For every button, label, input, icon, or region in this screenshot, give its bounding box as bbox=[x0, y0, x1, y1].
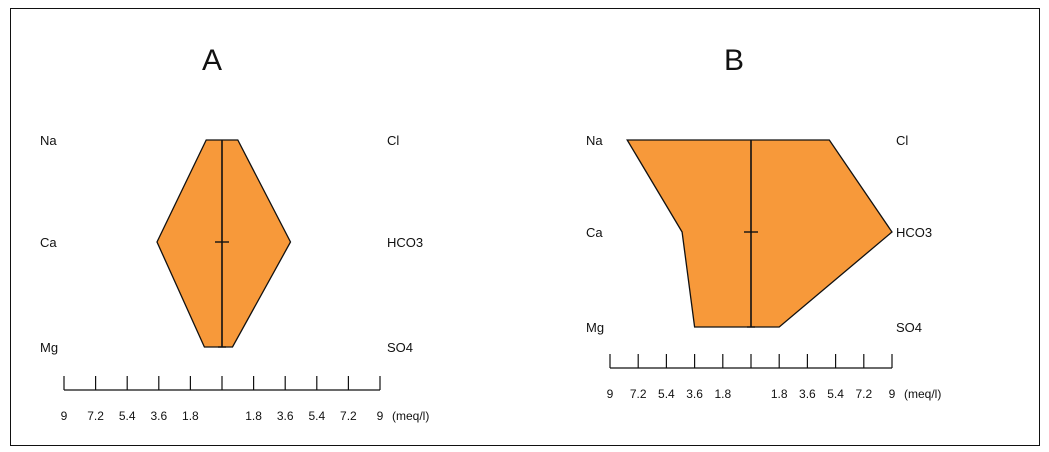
chart-b-scale-tick-label-10: 9 bbox=[889, 387, 896, 401]
chart-a-scale-tick-label-2: 5.4 bbox=[119, 409, 136, 423]
chart-b-scale-tick-label-8: 5.4 bbox=[827, 387, 844, 401]
chart-a-scale-tick-label-8: 5.4 bbox=[308, 409, 325, 423]
chart-a-scale-tick-label-6: 1.8 bbox=[245, 409, 262, 423]
chart-a-stiff-polygon bbox=[156, 139, 292, 348]
chart-a-scale-tick-label-0: 9 bbox=[61, 409, 68, 423]
chart-a-left-ion-label-mg: Mg bbox=[40, 340, 58, 355]
chart-b-stiff-polygon bbox=[626, 139, 893, 328]
chart-b-scale-tick-label-9: 7.2 bbox=[855, 387, 872, 401]
chart-a-right-ion-label-cl: Cl bbox=[387, 133, 399, 148]
chart-b-scale-tick-label-4: 1.8 bbox=[714, 387, 731, 401]
chart-a-title: A bbox=[202, 44, 222, 77]
chart-a-scale-tick-label-9: 7.2 bbox=[340, 409, 357, 423]
chart-a-left-ion-label-ca: Ca bbox=[40, 235, 57, 250]
chart-b-title: B bbox=[724, 44, 744, 77]
chart-a-left-ion-label-na: Na bbox=[40, 133, 57, 148]
chart-b-scale-tick-label-2: 5.4 bbox=[658, 387, 675, 401]
chart-b-left-ion-label-na: Na bbox=[586, 133, 603, 148]
chart-b-scale-tick-label-7: 3.6 bbox=[799, 387, 816, 401]
chart-b-scale-tick-label-0: 9 bbox=[607, 387, 614, 401]
chart-a-scale-tick-label-10: 9 bbox=[377, 409, 384, 423]
chart-a-right-ion-label-hco3: HCO3 bbox=[387, 235, 423, 250]
chart-a-scale-tick-label-1: 7.2 bbox=[87, 409, 104, 423]
chart-a-scale-tick-label-4: 1.8 bbox=[182, 409, 199, 423]
chart-b-left-ion-label-mg: Mg bbox=[586, 320, 604, 335]
chart-a-scale-unit-label: (meq/l) bbox=[392, 409, 429, 423]
chart-a-scale-tick-label-7: 3.6 bbox=[277, 409, 294, 423]
chart-a-right-ion-label-so4: SO4 bbox=[387, 340, 413, 355]
chart-b-right-ion-label-hco3: HCO3 bbox=[896, 225, 932, 240]
chart-b-scale-tick-label-3: 3.6 bbox=[686, 387, 703, 401]
chart-b-left-ion-label-ca: Ca bbox=[586, 225, 603, 240]
chart-b-right-ion-label-cl: Cl bbox=[896, 133, 908, 148]
chart-a-scale-tick-label-3: 3.6 bbox=[150, 409, 167, 423]
chart-b-scale-tick-label-6: 1.8 bbox=[771, 387, 788, 401]
chart-b-right-ion-label-so4: SO4 bbox=[896, 320, 922, 335]
chart-b-scale-tick-label-1: 7.2 bbox=[630, 387, 647, 401]
chart-b-scale-unit-label: (meq/l) bbox=[904, 387, 941, 401]
